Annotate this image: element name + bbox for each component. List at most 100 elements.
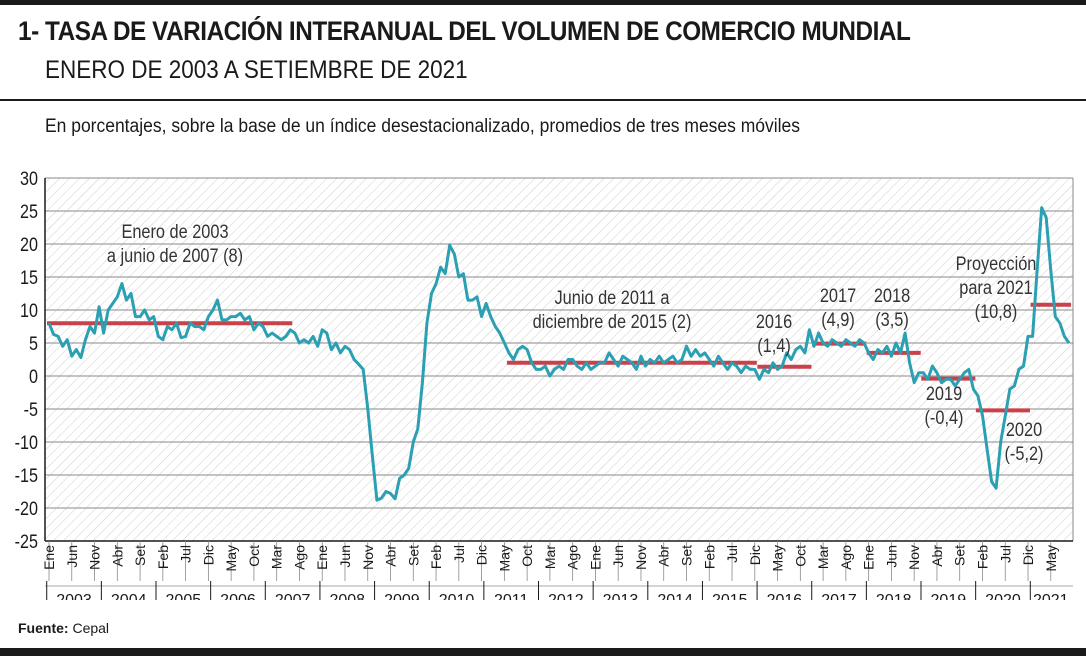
x-tick-label: Set [679, 545, 695, 566]
x-tick-label: Nov [87, 545, 103, 570]
x-tick-label: Nov [360, 545, 376, 570]
annotation-label: (3,5) [875, 309, 909, 330]
x-tick-label: May [223, 545, 239, 571]
x-tick-label: Jun [610, 545, 626, 568]
x-tick-label: Dic [474, 545, 490, 565]
x-tick-label: Dic [1020, 545, 1036, 565]
x-tick-label: Ene [587, 545, 603, 570]
year-label: 2006 [220, 592, 256, 600]
annotation-label: (-5,2) [1004, 443, 1043, 464]
annotation-label: Enero de 2003 [121, 221, 228, 242]
x-tick-label: Jul [724, 545, 740, 563]
year-label: 2005 [166, 592, 202, 600]
x-tick-label: Jun [64, 545, 80, 568]
source-label: Fuente: [18, 620, 69, 636]
x-tick-label: Mar [542, 545, 558, 569]
annotation-label: Junio de 2011 a [555, 287, 670, 308]
chart-subtitle: ENERO DE 2003 A SETIEMBRE DE 2021 [45, 56, 468, 84]
y-tick-label: -20 [15, 498, 39, 520]
annotation-label: 2020 [1006, 419, 1042, 440]
y-axis: 30 25 20 15 10 5 0 -5 -10 -15 -20 -25 [15, 168, 1074, 553]
y-tick-label: -25 [15, 531, 39, 553]
year-label: 2007 [275, 592, 311, 600]
x-tick-label: Set [132, 545, 148, 566]
annotations: Enero de 2003 a junio de 2007 (8) Junio de… [107, 221, 1044, 464]
y-tick-label: 30 [20, 168, 38, 190]
x-axis: Ene Jun Nov Abr Set Feb Jul Dic May Oct Mar Ago Ene J… [41, 540, 1073, 600]
x-tick-label: Dic [200, 545, 216, 565]
x-tick-label: Oct [792, 545, 808, 567]
year-label: 2010 [439, 592, 475, 600]
x-tick-label: May [496, 545, 512, 571]
y-tick-label: -15 [15, 465, 39, 487]
year-label: 2016 [767, 592, 803, 600]
chart-note: En porcentajes, sobre la base de un índi… [45, 116, 800, 137]
annotation-label: (1,4) [757, 335, 791, 356]
series-group [47, 206, 1071, 502]
year-label: 2011 [494, 592, 529, 600]
chart-title: 1- TASA DE VARIACIÓN INTERANUAL DEL VOLU… [18, 16, 911, 46]
y-tick-label: 20 [20, 234, 38, 256]
series-line [47, 206, 1071, 502]
x-tick-label: Dic [747, 545, 763, 565]
x-tick-label: Oct [246, 545, 262, 567]
year-label: 2004 [111, 592, 147, 600]
x-tick-label: Ago [291, 545, 307, 570]
y-tick-label: 0 [29, 366, 38, 388]
year-label: 2020 [985, 592, 1021, 600]
year-label: 2013 [603, 592, 639, 600]
x-tick-label: Jun [337, 545, 353, 568]
x-tick-label: Feb [974, 545, 990, 569]
x-tick-label: Ene [861, 545, 877, 570]
x-tick-label: Nov [906, 545, 922, 570]
annotation-label: (-0,4) [924, 407, 963, 428]
x-tick-label: May [1043, 545, 1059, 571]
annotation-label: 2017 [820, 285, 856, 306]
year-label: 2021 [1033, 592, 1069, 600]
x-tick-label: Abr [656, 545, 672, 567]
x-tick-label: Ene [314, 545, 330, 570]
x-tick-label: Abr [109, 545, 125, 567]
year-label: 2018 [876, 592, 912, 600]
x-tick-label: Oct [519, 545, 535, 567]
year-label: 2019 [931, 592, 967, 600]
x-tick-label: Abr [383, 545, 399, 567]
year-label: 2014 [657, 592, 693, 600]
source-note: Fuente: Cepal [18, 620, 109, 636]
x-tick-label: Jun [883, 545, 899, 568]
x-tick-label: Set [405, 545, 421, 566]
y-tick-label: 15 [20, 267, 38, 289]
annotation-label: 2016 [756, 311, 792, 332]
x-tick-label: Abr [929, 545, 945, 567]
year-label: 2003 [56, 592, 92, 600]
x-tick-label: Jul [451, 545, 467, 563]
header-divider [0, 99, 1086, 101]
annotation-label: 2019 [926, 383, 962, 404]
annotation-label: Proyección [956, 253, 1037, 274]
annotation-label: 2018 [874, 285, 910, 306]
y-tick-label: 10 [20, 300, 38, 322]
line-chart: 30 25 20 15 10 5 0 -5 -10 -15 -20 -25 Ene Jun Nov Abr S… [15, 168, 1074, 600]
top-rule [0, 0, 1086, 5]
annotation-label: (10,8) [975, 301, 1018, 322]
x-tick-label: May [770, 545, 786, 571]
x-tick-label: Jul [178, 545, 194, 563]
plot-area-background [45, 178, 1073, 541]
y-tick-label: 25 [20, 201, 38, 223]
y-tick-label: -5 [24, 399, 39, 421]
x-tick-label: Feb [701, 545, 717, 569]
x-tick-label: Mar [269, 545, 285, 569]
y-tick-label: -10 [15, 432, 39, 454]
x-tick-label: Feb [428, 545, 444, 569]
year-label: 2009 [384, 592, 420, 600]
x-tick-label: Set [952, 545, 968, 566]
x-tick-label: Feb [155, 545, 171, 569]
x-tick-label: Nov [633, 545, 649, 570]
year-label: 2008 [329, 592, 365, 600]
bottom-rule [0, 648, 1086, 656]
x-tick-label: Ene [41, 545, 57, 570]
year-label: 2017 [821, 592, 857, 600]
x-tick-label: Ago [838, 545, 854, 570]
year-label: 2012 [548, 592, 584, 600]
y-tick-label: 5 [29, 333, 38, 355]
